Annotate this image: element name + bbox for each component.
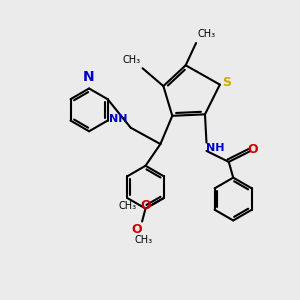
Text: O: O [248, 143, 258, 156]
Text: O: O [140, 199, 151, 212]
Text: O: O [131, 223, 142, 236]
Text: NH: NH [206, 143, 224, 153]
Text: CH₃: CH₃ [122, 55, 140, 65]
Text: S: S [222, 76, 231, 89]
Text: NH: NH [109, 114, 128, 124]
Text: CH₃: CH₃ [198, 29, 216, 39]
Text: CH₃: CH₃ [118, 201, 136, 211]
Text: CH₃: CH₃ [134, 235, 153, 245]
Text: N: N [83, 70, 94, 84]
